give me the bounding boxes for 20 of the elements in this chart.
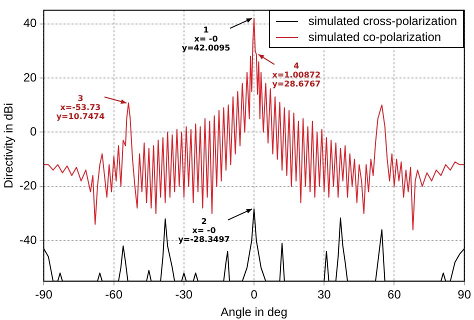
y-tick-label: 40 — [23, 16, 38, 30]
x-tick-label: 30 — [317, 288, 332, 302]
y-axis-title: Directivity in dBi — [2, 103, 16, 188]
x-tick-label: -30 — [175, 288, 193, 302]
x-tick-label: 0 — [250, 288, 258, 302]
annotation: 1 x= -0 y=42.0095 — [182, 25, 231, 52]
annotation: 3 x=-53.73 y=10.7474 — [56, 94, 106, 122]
y-tick-label: 0 — [30, 124, 38, 138]
y-tick-label: 20 — [23, 70, 38, 84]
x-tick-label: 60 — [388, 288, 402, 302]
y-tick-label: -20 — [19, 178, 38, 193]
x-tick-label: -90 — [35, 288, 53, 302]
y-tick-label: -40 — [19, 232, 38, 247]
legend-label: simulated cross-polarization — [308, 13, 458, 30]
legend-label: simulated co-polarization — [308, 29, 442, 46]
x-tick-label: 90 — [458, 288, 472, 302]
annotation: 4 x=1.00872 y=28.6767 — [272, 62, 321, 89]
x-axis-title: Angle in deg — [220, 305, 288, 320]
annotation: 2 x= -0 y=-28.3497 — [178, 217, 230, 244]
x-tick-label: -60 — [105, 288, 123, 302]
